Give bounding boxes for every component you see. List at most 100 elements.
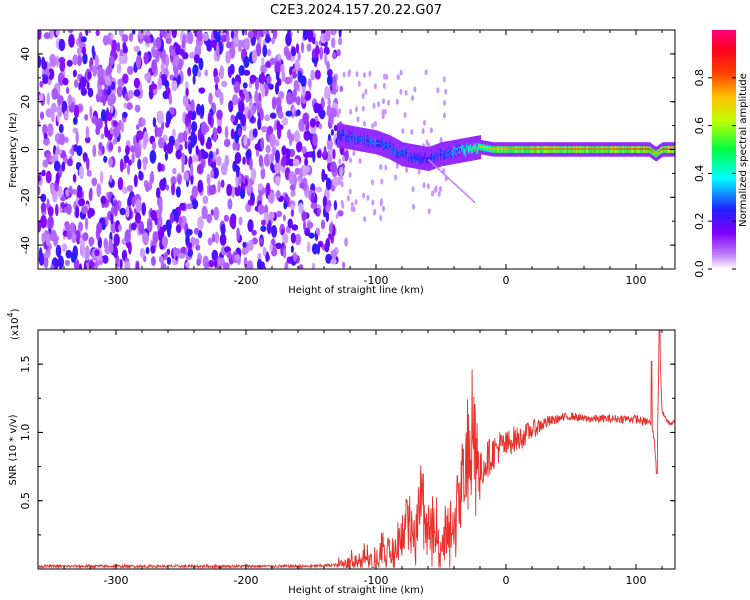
signal-cell: [559, 148, 561, 150]
signal-cell: [434, 155, 436, 157]
noise-cell: [282, 116, 288, 126]
signal-cell: [663, 148, 666, 150]
signal-cell: [349, 134, 351, 137]
signal-cell: [561, 148, 563, 150]
signal-cell: [460, 188, 462, 191]
signal-cell: [376, 142, 379, 144]
noise-cell: [133, 45, 141, 53]
noise-cell: [339, 85, 344, 92]
signal-cell: [577, 148, 579, 150]
signal-cell: [405, 154, 407, 156]
noise-cell: [100, 170, 104, 185]
noise-cell: [43, 255, 49, 269]
signal-cell: [649, 148, 652, 151]
signal-cell: [441, 171, 443, 173]
signal-cell: [610, 148, 612, 150]
signal-cell: [394, 148, 397, 150]
signal-cell: [469, 146, 471, 148]
noise-cell: [156, 127, 163, 138]
noise-cell: [413, 86, 417, 93]
noise-cell: [433, 187, 437, 194]
noise-cell: [244, 177, 248, 187]
signal-cell: [635, 148, 638, 150]
noise-cell: [152, 48, 157, 58]
noise-cell: [181, 152, 186, 165]
noise-cell: [64, 110, 69, 119]
noise-cell: [315, 45, 320, 56]
noise-cell: [325, 253, 332, 264]
signal-cell: [606, 148, 609, 150]
noise-cell: [135, 211, 141, 224]
noise-cell: [38, 247, 43, 261]
noise-cell: [326, 104, 332, 117]
colorbar-tick-label: 0.8: [693, 69, 706, 87]
signal-cell: [433, 158, 436, 161]
signal-cell: [390, 143, 392, 145]
signal-cell: [617, 148, 620, 150]
noise-cell: [201, 205, 208, 220]
noise-cell: [234, 37, 240, 45]
noise-cell: [118, 55, 126, 65]
signal-cell: [570, 148, 572, 150]
noise-cell: [45, 233, 51, 247]
signal-cell: [497, 148, 500, 150]
noise-cell: [150, 245, 156, 254]
signal-cell: [588, 148, 591, 150]
noise-cell: [135, 55, 141, 70]
snr-x-axis: -300 -200 -100 0 100: [37, 330, 663, 587]
signal-cell: [459, 187, 461, 190]
noise-cell: [224, 154, 230, 167]
x-tick-label: 0: [503, 574, 510, 587]
noise-cell: [226, 183, 233, 197]
signal-cell: [436, 156, 439, 158]
signal-cell: [402, 151, 404, 153]
noise-cell: [383, 73, 386, 80]
y-tick-label: 0: [19, 146, 32, 153]
y-tick-label: 1.5: [19, 355, 32, 373]
signal-cell: [549, 148, 552, 150]
noise-cell: [76, 145, 83, 157]
colorbar: 0.0 0.2 0.4 0.6 0.8 Normalized spectral ampl…: [693, 30, 749, 278]
noise-cell: [56, 111, 60, 123]
noise-cell: [216, 155, 222, 167]
noise-cell: [405, 166, 409, 173]
signal-cell: [347, 135, 349, 137]
colorbar-tick-label: 0.0: [693, 260, 706, 278]
signal-cell: [560, 148, 562, 150]
noise-cell: [361, 105, 365, 112]
signal-cell: [348, 132, 351, 135]
noise-cell: [69, 222, 76, 233]
noise-cell: [177, 174, 182, 185]
signal-cell: [595, 148, 597, 150]
noise-cell: [284, 261, 289, 269]
signal-cell: [452, 152, 454, 155]
signal-cell: [444, 152, 446, 154]
colorbar-tick-label: 0.6: [693, 117, 706, 135]
spectrogram-y-axis: -40 -20 0 20 40: [19, 29, 675, 270]
noise-cell: [108, 142, 114, 151]
noise-cell: [80, 87, 88, 96]
noise-cell: [338, 175, 342, 182]
noise-cell: [287, 158, 295, 167]
noise-cell: [50, 57, 57, 68]
signal-cell: [527, 148, 529, 150]
noise-cell: [229, 215, 237, 228]
signal-cell: [366, 137, 368, 140]
noise-cell: [332, 149, 336, 160]
signal-cell: [661, 148, 663, 151]
signal-cell: [522, 148, 524, 150]
noise-cell: [233, 30, 239, 38]
noise-cell: [168, 93, 172, 105]
signal-cell: [443, 155, 446, 157]
noise-cell: [242, 241, 247, 249]
noise-cell: [444, 88, 448, 95]
noise-cell: [161, 235, 168, 248]
snr-line: [38, 330, 675, 569]
noise-cell: [122, 186, 128, 194]
signal-cell: [483, 146, 485, 149]
signal-cell: [563, 148, 565, 150]
signal-cell: [616, 148, 618, 150]
noise-cell: [89, 238, 94, 247]
signal-cell: [452, 181, 455, 184]
signal-cell: [429, 158, 432, 160]
